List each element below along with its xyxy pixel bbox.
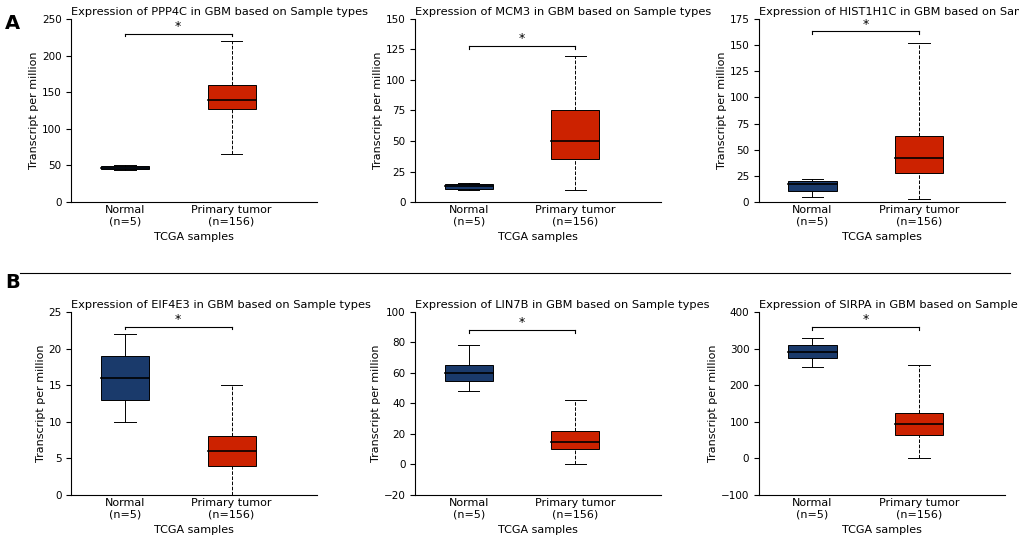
Bar xyxy=(101,356,149,400)
Text: *: * xyxy=(862,17,868,31)
Text: Expression of EIF4E3 in GBM based on Sample types: Expression of EIF4E3 in GBM based on Sam… xyxy=(71,300,371,310)
Text: Expression of HIST1H1C in GBM based on Sample types: Expression of HIST1H1C in GBM based on S… xyxy=(758,7,1019,17)
Text: *: * xyxy=(519,32,525,45)
Y-axis label: Transcript per million: Transcript per million xyxy=(36,345,46,462)
Text: Expression of PPP4C in GBM based on Sample types: Expression of PPP4C in GBM based on Samp… xyxy=(71,7,368,17)
Text: B: B xyxy=(5,273,19,292)
X-axis label: TCGA samples: TCGA samples xyxy=(154,525,234,535)
Text: A: A xyxy=(5,14,20,32)
Text: *: * xyxy=(862,313,868,326)
Bar xyxy=(895,136,943,173)
Bar xyxy=(444,184,492,189)
Bar xyxy=(895,413,943,434)
Bar xyxy=(788,345,836,358)
Text: Expression of LIN7B in GBM based on Sample types: Expression of LIN7B in GBM based on Samp… xyxy=(415,300,709,310)
Text: *: * xyxy=(175,313,181,326)
X-axis label: TCGA samples: TCGA samples xyxy=(841,525,921,535)
Text: *: * xyxy=(519,316,525,329)
Bar xyxy=(551,110,599,159)
Y-axis label: Transcript per million: Transcript per million xyxy=(707,345,717,462)
Y-axis label: Transcript per million: Transcript per million xyxy=(373,52,382,169)
Text: Expression of MCM3 in GBM based on Sample types: Expression of MCM3 in GBM based on Sampl… xyxy=(415,7,711,17)
Bar xyxy=(207,437,256,466)
Bar xyxy=(101,166,149,169)
Bar xyxy=(444,365,492,380)
Y-axis label: Transcript per million: Transcript per million xyxy=(30,52,39,169)
Y-axis label: Transcript per million: Transcript per million xyxy=(371,345,380,462)
Text: Expression of SIRPA in GBM based on Sample types: Expression of SIRPA in GBM based on Samp… xyxy=(758,300,1019,310)
Text: *: * xyxy=(175,19,181,32)
Y-axis label: Transcript per million: Transcript per million xyxy=(716,52,726,169)
Bar xyxy=(207,85,256,109)
X-axis label: TCGA samples: TCGA samples xyxy=(841,232,921,242)
Bar xyxy=(788,181,836,190)
X-axis label: TCGA samples: TCGA samples xyxy=(497,525,578,535)
X-axis label: TCGA samples: TCGA samples xyxy=(497,232,578,242)
X-axis label: TCGA samples: TCGA samples xyxy=(154,232,234,242)
Bar xyxy=(551,431,599,449)
